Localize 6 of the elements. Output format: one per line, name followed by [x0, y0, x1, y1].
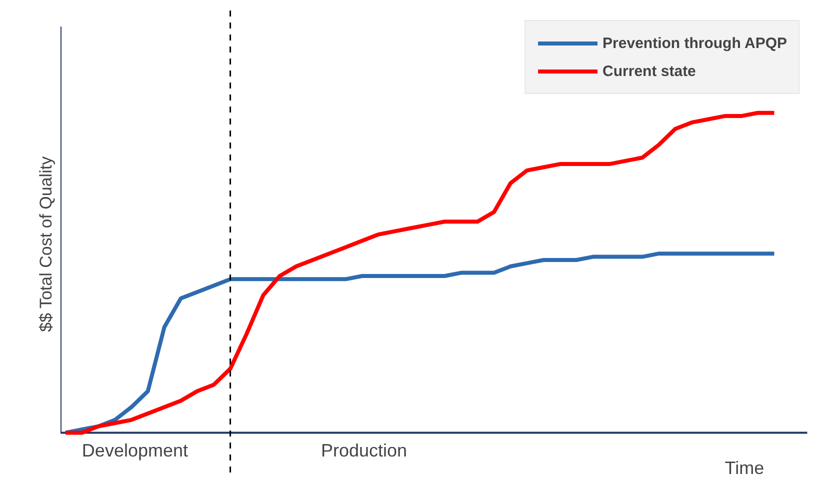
y-axis-title: $$ Total Cost of Quality: [36, 156, 56, 332]
legend-label: Prevention through APQP: [602, 34, 787, 52]
text: Development: [82, 440, 188, 460]
x-axis-title: Time: [724, 458, 764, 478]
text: Production: [320, 440, 407, 460]
legend-label: Current state: [602, 62, 696, 80]
